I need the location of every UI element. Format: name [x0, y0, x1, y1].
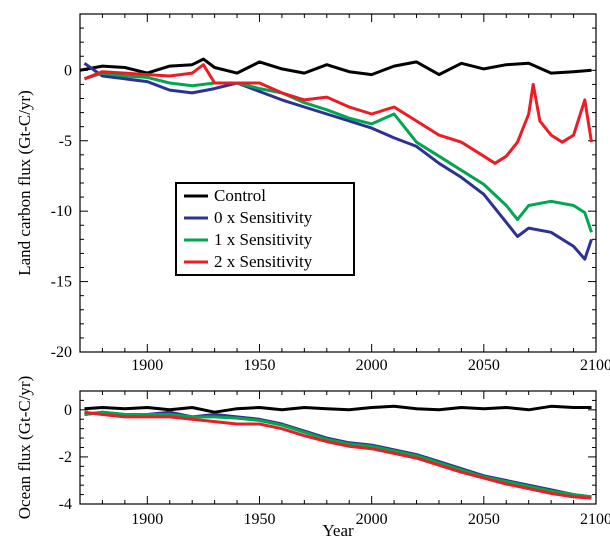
y-tick-label: -4: [59, 496, 72, 513]
legend: Control 0 x Sensitivity 1 x Sensitivity 2 x…: [175, 182, 355, 276]
series-line-3: [83, 63, 593, 165]
y-tick-label: -20: [51, 344, 72, 361]
y-tick-label: -5: [59, 133, 72, 150]
series-line-2: [84, 410, 592, 499]
y-tick-label: 0: [64, 62, 72, 79]
y-tick-label: 0: [64, 402, 72, 419]
legend-box: [175, 182, 355, 276]
y-tick-label: -15: [51, 274, 72, 291]
legend-label: Control: [214, 186, 266, 205]
x-tick-label: 2000: [356, 511, 388, 528]
x-tick-label: 1950: [243, 357, 275, 374]
series-line-2: [84, 71, 593, 233]
y-axis-title: Ocean flux (Gt-C/yr): [15, 376, 34, 520]
x-tick-label: 1950: [243, 511, 275, 528]
legend-label: 0 x Sensitivity: [214, 208, 313, 227]
x-axis-title: Year: [322, 521, 354, 540]
series-line-1: [83, 62, 593, 261]
series-line-3: [84, 410, 592, 500]
series-line-0: [84, 404, 592, 414]
y-tick-label: -10: [51, 203, 72, 220]
panel-0: 1900 1950 2000 2050 2100 0 -5 -10 -15 -20 Land car…: [15, 13, 610, 374]
x-tick-label: 2100: [580, 357, 610, 374]
x-tick-label: 2100: [580, 511, 610, 528]
y-tick-label: -2: [59, 449, 72, 466]
x-tick-label: 2000: [356, 357, 388, 374]
y-axis-title: Land carbon flux (Gt-C/yr): [15, 90, 34, 276]
x-tick-label: 1900: [131, 357, 163, 374]
x-tick-label: 2050: [468, 357, 500, 374]
series-line-0: [80, 57, 592, 77]
x-tick-label: 1900: [131, 511, 163, 528]
x-tick-label: 2050: [468, 511, 500, 528]
legend-label: 2 x Sensitivity: [214, 252, 313, 271]
legend-label: 1 x Sensitivity: [214, 230, 313, 249]
panel-1: 1900 1950 2000 2050 2100 0 -2 -4 Ocean flux (Gt-…: [15, 376, 610, 540]
